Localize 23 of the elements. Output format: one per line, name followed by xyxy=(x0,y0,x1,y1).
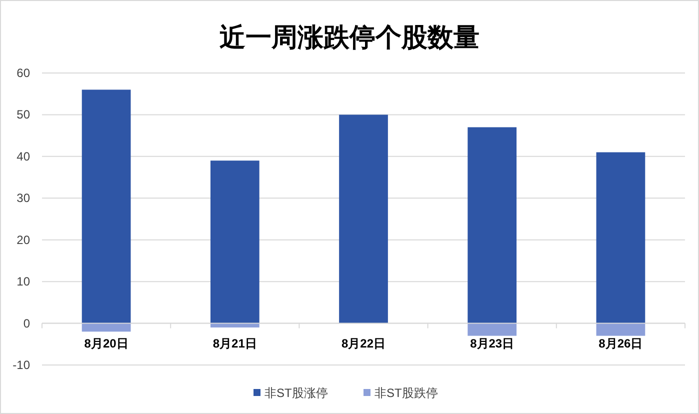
bar xyxy=(82,90,131,324)
legend-label: 非ST股跌停 xyxy=(374,386,438,400)
legend-label: 非ST股涨停 xyxy=(264,386,328,400)
x-tick-label: 8月20日 xyxy=(84,336,128,350)
bar xyxy=(596,152,646,324)
bar xyxy=(596,323,646,336)
y-tick-label: -10 xyxy=(12,358,30,372)
x-tick-label: 8月26日 xyxy=(598,336,643,350)
x-tick-label: 8月22日 xyxy=(341,336,386,350)
y-tick-label: 40 xyxy=(16,149,30,164)
x-tick-label: 8月21日 xyxy=(212,336,257,350)
x-tick-label: 8月23日 xyxy=(470,336,514,350)
y-tick-label: 50 xyxy=(16,108,30,122)
y-tick-label: 60 xyxy=(16,66,30,80)
bar xyxy=(468,127,517,324)
bar xyxy=(339,114,388,324)
y-tick-label: 10 xyxy=(16,274,30,289)
y-tick-label: 30 xyxy=(16,191,30,206)
bar xyxy=(210,160,260,324)
y-tick-label: 20 xyxy=(16,232,30,247)
y-tick-label: 0 xyxy=(23,316,30,330)
bar xyxy=(468,323,517,336)
chart-title: 近一周涨跌停个股数量 xyxy=(220,22,480,52)
